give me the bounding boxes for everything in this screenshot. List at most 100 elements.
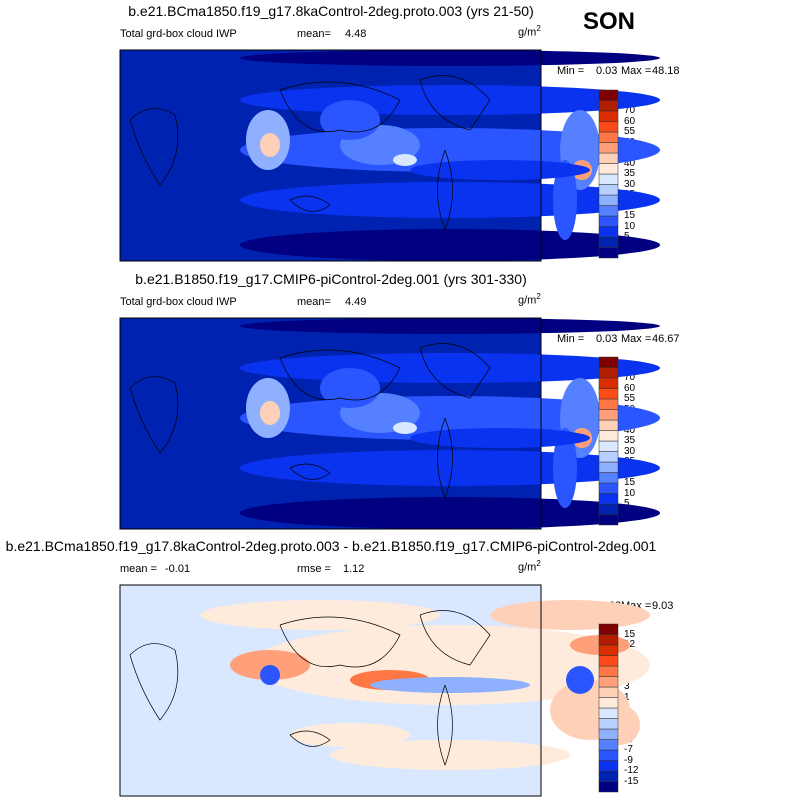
field-contour — [200, 600, 440, 630]
field-contour — [320, 368, 380, 408]
colorbar-box — [598, 697, 619, 709]
colorbar-box — [598, 184, 619, 196]
mean-value: 4.49 — [345, 296, 367, 308]
field-contour — [330, 740, 570, 770]
colorbar-box — [598, 100, 619, 112]
coastline — [129, 75, 491, 231]
units-exponent: 2 — [536, 292, 541, 301]
field-contour — [240, 229, 660, 261]
colorbar-label: 60 — [624, 115, 636, 127]
colorbar-box — [598, 110, 619, 122]
field-contour — [566, 666, 594, 694]
colorbar-label: 10 — [624, 220, 636, 232]
colorbar-box — [598, 739, 619, 751]
colorbar-box — [598, 247, 619, 259]
colorbar-label: 70 — [624, 372, 636, 383]
rmse-value: 1.12 — [343, 563, 365, 575]
units-exponent: 2 — [536, 559, 541, 568]
colorbar-label: 30 — [624, 178, 636, 190]
max-value: 48.18 — [652, 65, 680, 77]
colorbar-label: 30 — [624, 445, 636, 457]
colorbar-box — [598, 152, 619, 164]
rmse-label: rmse = — [297, 563, 331, 575]
colorbar-label: 15 — [624, 210, 636, 221]
field-contour — [240, 318, 660, 334]
units-label: g/m2 — [518, 292, 541, 307]
colorbar-box — [598, 367, 619, 379]
colorbar-label: 3 — [624, 681, 630, 692]
colorbar-box — [598, 472, 619, 484]
colorbar-box — [598, 634, 619, 646]
field-contour — [553, 160, 577, 240]
min-label: Min = — [557, 333, 585, 345]
colorbar-box — [598, 142, 619, 154]
colorbar-box — [598, 760, 619, 772]
colorbar-box — [598, 194, 619, 206]
mean-value: 4.48 — [345, 28, 367, 40]
field-contour — [410, 428, 590, 448]
colorbar-box — [598, 676, 619, 688]
field-contour — [240, 85, 660, 115]
min-value: 0.03 — [596, 65, 618, 77]
colorbar-label: 15 — [624, 628, 636, 640]
colorbar-box — [598, 461, 619, 473]
colorbar-box — [598, 121, 619, 133]
field-contour — [290, 723, 410, 747]
map-panel — [119, 584, 650, 797]
colorbar-box — [598, 430, 619, 442]
panel-title: b.e21.BCma1850.f19_g17.8kaControl-2deg.p… — [5, 538, 657, 554]
map-frame — [119, 49, 542, 262]
colorbar-box — [598, 419, 619, 431]
colorbar-box — [598, 173, 619, 185]
colorbar-label: -7 — [624, 744, 633, 755]
colorbar-box — [598, 163, 619, 175]
colorbar-box — [598, 377, 619, 389]
panel-title: b.e21.B1850.f19_g17.CMIP6-piControl-2deg… — [135, 271, 527, 287]
min-label: Min = — [557, 65, 585, 77]
colorbar-label: -12 — [624, 765, 639, 776]
mean-label: mean = — [120, 563, 157, 575]
colorbar-box — [598, 388, 619, 400]
colorbar-box — [598, 493, 619, 505]
field-contour — [393, 154, 417, 166]
colorbar-label: 10 — [624, 487, 636, 499]
colorbar-label: 40 — [624, 157, 636, 169]
colorbar-box — [598, 728, 619, 740]
map-frame — [119, 584, 542, 797]
colorbar-label: 70 — [624, 105, 636, 116]
variable-label: Total grd-box cloud IWP — [120, 296, 237, 308]
max-label: Max = — [621, 333, 652, 345]
colorbar-box — [598, 89, 619, 101]
panel-title: b.e21.BCma1850.f19_g17.8kaControl-2deg.p… — [128, 3, 534, 19]
mean-value: -0.01 — [165, 563, 191, 575]
field-contour — [240, 497, 660, 529]
colorbar-box — [598, 226, 619, 238]
map-panel — [119, 49, 660, 262]
colorbar-label: 15 — [624, 477, 636, 488]
map-panel — [119, 317, 660, 530]
min-value: 0.03 — [596, 333, 618, 345]
units-exponent: 2 — [536, 24, 541, 33]
field-contour — [250, 625, 650, 705]
colorbar-box — [598, 749, 619, 761]
mean-label: mean= — [297, 296, 331, 308]
colorbar-box — [598, 644, 619, 656]
colorbar-label: -9 — [624, 754, 633, 766]
max-label: Max = — [621, 65, 652, 77]
colorbar-label: 60 — [624, 382, 636, 394]
field-contour — [553, 428, 577, 508]
colorbar-label: 35 — [624, 435, 636, 446]
colorbar-label: 1 — [624, 691, 630, 703]
max-value: 9.03 — [652, 600, 674, 612]
units-label: g/m2 — [518, 24, 541, 39]
field-contour — [410, 160, 590, 180]
colorbar-box — [598, 236, 619, 248]
field-contour — [393, 422, 417, 434]
colorbar-box — [598, 781, 619, 793]
colorbar-label: 55 — [624, 393, 636, 404]
coastline — [129, 343, 491, 499]
colorbar-label: 55 — [624, 126, 636, 137]
field-contour — [490, 600, 650, 630]
colorbar-box — [598, 686, 619, 698]
